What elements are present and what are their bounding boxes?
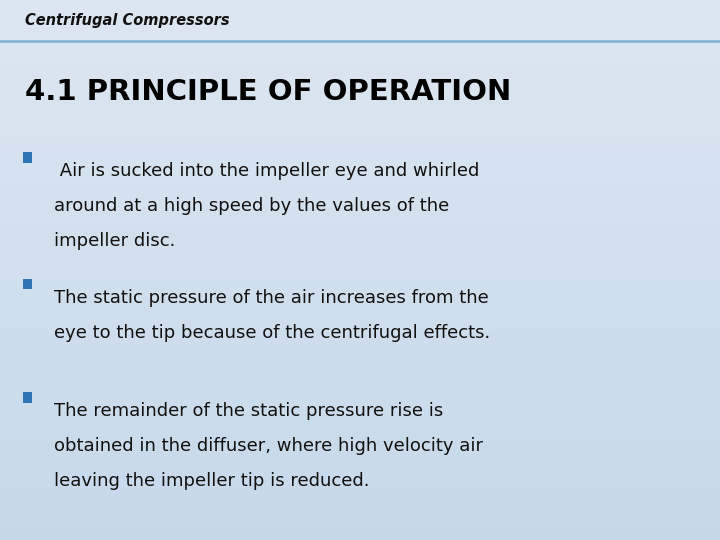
Bar (0, 99, 720, 108)
Bar (0, 72, 720, 81)
Bar (0, 378, 720, 387)
Bar (0, 27, 720, 36)
Bar (0, 450, 720, 459)
Bar (0, 198, 720, 207)
Bar (0, 369, 720, 378)
Bar (0, 90, 720, 99)
Bar (0, 504, 720, 513)
Text: eye to the tip because of the centrifugal effects.: eye to the tip because of the centrifuga… (54, 324, 490, 342)
Bar (0, 495, 720, 504)
Bar (0, 216, 720, 225)
Bar (0, 63, 720, 72)
Bar (0, 486, 720, 495)
Text: Centrifugal Compressors: Centrifugal Compressors (25, 13, 230, 28)
Text: Air is sucked into the impeller eye and whirled: Air is sucked into the impeller eye and … (54, 162, 480, 180)
Bar (0, 459, 720, 468)
Bar (0, 9, 720, 18)
Bar (0, 225, 720, 234)
Bar (0, 531, 720, 540)
Bar (0, 189, 720, 198)
Text: impeller disc.: impeller disc. (54, 232, 176, 250)
Bar (0, 279, 720, 288)
Text: The remainder of the static pressure rise is: The remainder of the static pressure ris… (54, 402, 444, 420)
Bar (0, 405, 720, 414)
Bar (0, 234, 720, 243)
Text: obtained in the diffuser, where high velocity air: obtained in the diffuser, where high vel… (54, 437, 483, 455)
Bar (0, 45, 720, 54)
Bar (0, 81, 720, 90)
Bar (0, 153, 720, 162)
Bar (23, 392, 32, 403)
Bar (0, 513, 720, 522)
Bar (0, 54, 720, 63)
Bar (0, 396, 720, 405)
Bar (0, 252, 720, 261)
Bar (0, 207, 720, 216)
Bar (0, 423, 720, 432)
Bar (0, 414, 720, 423)
Bar (0, 477, 720, 486)
Bar (0, 342, 720, 351)
Bar (0, 315, 720, 324)
Bar (0, 324, 720, 333)
Bar (0, 0, 720, 40)
Bar (0, 18, 720, 27)
Text: leaving the impeller tip is reduced.: leaving the impeller tip is reduced. (54, 472, 369, 490)
Bar (0, 270, 720, 279)
Bar (0, 288, 720, 297)
Bar (23, 279, 32, 289)
Bar (0, 180, 720, 189)
Bar (0, 243, 720, 252)
Bar (0, 360, 720, 369)
Bar (23, 152, 32, 163)
Text: around at a high speed by the values of the: around at a high speed by the values of … (54, 197, 449, 215)
Bar (0, 351, 720, 360)
Bar (0, 387, 720, 396)
Bar (0, 306, 720, 315)
Bar (0, 171, 720, 180)
Bar (0, 162, 720, 171)
Bar (0, 297, 720, 306)
Bar (0, 144, 720, 153)
Bar (0, 333, 720, 342)
Bar (0, 126, 720, 135)
Text: 4.1 PRINCIPLE OF OPERATION: 4.1 PRINCIPLE OF OPERATION (25, 78, 511, 106)
Text: The static pressure of the air increases from the: The static pressure of the air increases… (54, 289, 489, 307)
Bar (0, 468, 720, 477)
Bar (0, 0, 720, 9)
Bar (0, 261, 720, 270)
Bar (0, 135, 720, 144)
Bar (0, 522, 720, 531)
Bar (0, 117, 720, 126)
Bar (0, 36, 720, 45)
Bar (0, 108, 720, 117)
Bar (0, 441, 720, 450)
Bar (0, 432, 720, 441)
